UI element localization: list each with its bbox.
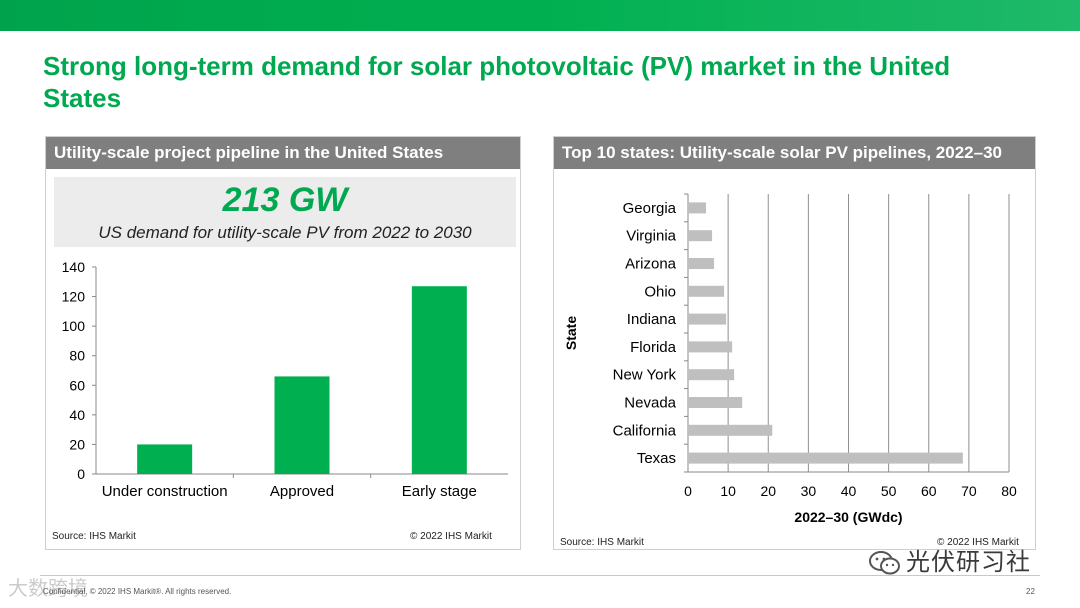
x-tick-label: 60 <box>921 483 937 499</box>
category-label: Under construction <box>102 483 228 500</box>
state-label: California <box>613 422 677 439</box>
bar-virginia <box>688 230 713 242</box>
bar-under-construction <box>137 444 193 474</box>
bar-nevada <box>688 397 743 408</box>
category-label: Approved <box>270 483 334 500</box>
x-tick-label: 80 <box>1001 483 1017 499</box>
state-label: Nevada <box>624 395 676 412</box>
watermark-left: 大数跨境 <box>8 576 88 600</box>
x-axis-title: 2022–30 (GWdc) <box>794 509 902 525</box>
y-tick-label: 120 <box>62 289 86 305</box>
footer-divider <box>40 575 1040 576</box>
bar-florida <box>688 341 733 353</box>
bar-approved <box>274 376 330 474</box>
states-panel-header: Top 10 states: Utility-scale solar PV pi… <box>554 137 1035 169</box>
y-tick-label: 60 <box>69 377 85 393</box>
y-tick-label: 100 <box>62 318 86 334</box>
state-label: Florida <box>630 339 677 356</box>
category-label: Early stage <box>402 483 477 500</box>
x-tick-label: 0 <box>684 483 692 499</box>
bar-texas <box>688 452 963 464</box>
footer-copyright: Confidential. © 2022 IHS Markit®. All ri… <box>43 587 232 596</box>
x-tick-label: 40 <box>841 483 857 499</box>
y-axis-title: State <box>563 316 579 350</box>
state-label: Ohio <box>644 283 676 300</box>
x-tick-label: 10 <box>720 483 736 499</box>
x-tick-label: 30 <box>801 483 817 499</box>
bar-california <box>688 424 773 436</box>
bar-georgia <box>688 202 707 214</box>
state-label: New York <box>613 367 677 384</box>
kpi-box: 213 GW US demand for utility-scale PV fr… <box>54 177 516 247</box>
slide-title: Strong long-term demand for solar photov… <box>43 51 951 113</box>
wechat-icon <box>869 551 900 575</box>
states-panel: Top 10 states: Utility-scale solar PV pi… <box>553 136 1036 550</box>
state-label: Georgia <box>623 200 677 217</box>
y-tick-label: 40 <box>69 407 85 423</box>
state-label: Arizona <box>625 256 677 273</box>
bar-indiana <box>688 313 727 325</box>
state-label: Virginia <box>626 228 676 245</box>
left-source: Source: IHS Markit <box>52 531 136 542</box>
y-tick-label: 140 <box>62 259 86 275</box>
right-copyright: © 2022 IHS Markit <box>937 537 1019 548</box>
x-tick-label: 50 <box>881 483 897 499</box>
bar-new-york <box>688 369 735 381</box>
page-number: 22 <box>1026 587 1035 596</box>
states-bar-chart: 0 10 20 30 40 50 60 70 80 Georgia Virginia Arizona O… <box>563 193 1017 525</box>
top-accent-band <box>0 0 1080 31</box>
kpi-value: 213 GW <box>222 181 348 219</box>
y-tick-label: 0 <box>77 466 85 482</box>
left-copyright: © 2022 IHS Markit <box>410 531 492 542</box>
bar-arizona <box>688 258 715 269</box>
y-tick-label: 80 <box>69 348 85 364</box>
state-label: Indiana <box>627 311 677 328</box>
y-tick-label: 20 <box>69 436 85 452</box>
state-label: Texas <box>637 450 676 467</box>
x-tick-label: 20 <box>760 483 776 499</box>
wechat-watermark: 光伏研习社 <box>868 542 1031 577</box>
pipeline-panel: Utility-scale project pipeline in the Un… <box>45 136 521 550</box>
x-tick-label: 70 <box>961 483 977 499</box>
right-source: Source: IHS Markit <box>560 537 644 548</box>
pipeline-bar-chart: 0 20 40 60 80 100 120 140 Under construction Appr… <box>62 259 508 500</box>
pipeline-panel-header: Utility-scale project pipeline in the Un… <box>46 137 520 169</box>
bar-ohio <box>688 285 725 297</box>
bar-early-stage <box>411 286 467 474</box>
watermark-text: 光伏研习社 <box>906 548 1031 576</box>
kpi-description: US demand for utility-scale PV from 2022… <box>98 223 472 242</box>
